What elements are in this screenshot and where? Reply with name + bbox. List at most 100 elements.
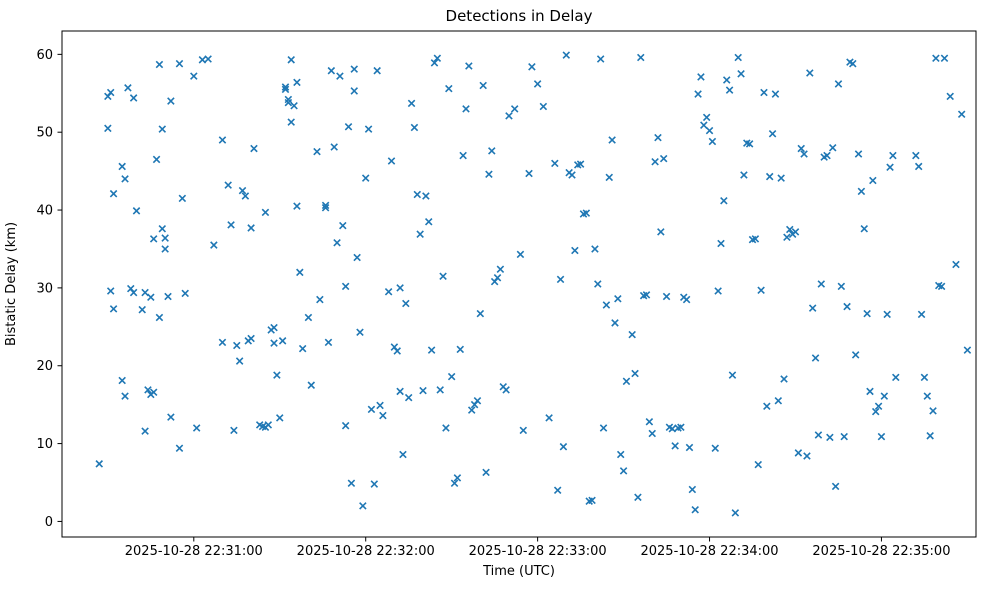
scatter-marker (840, 432, 848, 441)
scatter-marker (493, 274, 502, 282)
scatter-marker (874, 402, 883, 410)
scatter-marker (757, 286, 765, 294)
scatter-marker (149, 235, 158, 243)
scatter-marker (387, 157, 396, 165)
scatter-marker (379, 411, 387, 420)
scatter-marker (828, 144, 837, 152)
scatter-marker (190, 72, 198, 80)
scatter-marker (373, 66, 381, 75)
scatter-marker (731, 509, 740, 517)
scatter-marker (528, 63, 536, 71)
scatter-marker (553, 486, 562, 495)
scatter-marker (281, 85, 290, 94)
scatter-marker (384, 288, 393, 296)
scatter-marker (321, 203, 330, 212)
scatter-marker (341, 421, 350, 430)
scatter-marker (880, 392, 889, 400)
scatter-marker (551, 159, 559, 168)
scatter-marker (734, 53, 742, 62)
scatter-marker (516, 250, 525, 259)
scatter-marker (774, 397, 783, 405)
scatter-marker (453, 474, 462, 482)
scatter-marker (912, 151, 920, 160)
scatter-marker (751, 235, 760, 243)
scatter-marker (937, 282, 946, 291)
scatter-marker (700, 121, 708, 129)
scatter-marker (619, 467, 628, 475)
scatter-marker (488, 147, 496, 155)
scatter-marker (413, 190, 422, 199)
scatter-marker (307, 381, 316, 389)
scatter-marker (198, 56, 207, 64)
scatter-marker (559, 442, 568, 451)
scatter-marker (728, 371, 737, 379)
x-axis-label: Time (UTC) (482, 564, 555, 579)
scatter-marker (682, 295, 691, 304)
y-tick-label: 20 (36, 359, 53, 374)
y-tick-label: 0 (45, 515, 53, 530)
scatter-marker (685, 443, 694, 452)
scatter-marker (854, 150, 863, 158)
scatter-marker (637, 53, 645, 62)
scatter-marker (771, 90, 780, 98)
scatter-marker (923, 392, 932, 400)
scatter-marker (616, 450, 625, 459)
x-tick-label: 2025-10-28 22:32:00 (297, 544, 435, 559)
scatter-marker (556, 275, 565, 284)
scatter-marker (129, 288, 138, 297)
scatter-marker (344, 122, 353, 131)
scatter-marker (192, 424, 201, 432)
scatter-marker (694, 90, 702, 98)
scatter-marker (241, 192, 250, 200)
scatter-marker (702, 113, 711, 122)
scatter-marker (476, 309, 485, 318)
scatter-marker (745, 140, 754, 148)
scatter-marker (147, 293, 155, 301)
scatter-marker (270, 339, 278, 347)
scatter-marker (161, 245, 169, 253)
scatter-marker (238, 186, 247, 195)
scatter-marker (914, 162, 923, 171)
scatter-marker (479, 81, 487, 90)
scatter-marker (688, 485, 697, 494)
scatter-marker (433, 54, 442, 63)
scatter-marker (287, 118, 295, 126)
scatter-marker (768, 129, 777, 138)
scatter-marker (175, 59, 184, 68)
scatter-marker (642, 291, 651, 299)
scatter-marker (932, 54, 940, 63)
y-axis-label: Bistatic Delay (km) (4, 222, 19, 346)
scatter-marker (330, 143, 338, 151)
scatter-marker (164, 292, 172, 301)
scatter-marker (714, 287, 722, 295)
scatter-marker (814, 431, 823, 439)
scatter-marker (104, 124, 112, 133)
scatter-marker (811, 354, 820, 362)
scatter-marker (831, 482, 840, 491)
scatter-marker (141, 427, 149, 435)
scatter-marker (445, 84, 453, 93)
scatter-marker (416, 230, 424, 238)
scatter-marker (823, 151, 831, 160)
scatter-marker (892, 373, 900, 382)
scatter-marker (697, 73, 705, 81)
scatter-marker (109, 305, 118, 313)
scatter-marker (293, 78, 301, 87)
scatter-marker (129, 94, 138, 102)
scatter-marker (651, 158, 659, 166)
markers-group (95, 51, 972, 517)
scatter-marker (250, 144, 258, 153)
scatter-marker (339, 221, 347, 230)
scatter-marker (946, 92, 954, 101)
scatter-marker (963, 346, 972, 354)
scatter-marker (657, 228, 665, 236)
scatter-marker (482, 468, 490, 477)
scatter-marker (849, 59, 857, 68)
scatter-marker (662, 292, 671, 301)
scatter-marker (502, 386, 510, 394)
scatter-marker (333, 238, 341, 247)
scatter-marker (602, 301, 611, 309)
scatter-marker (350, 65, 359, 73)
scatter-marker (599, 424, 608, 432)
